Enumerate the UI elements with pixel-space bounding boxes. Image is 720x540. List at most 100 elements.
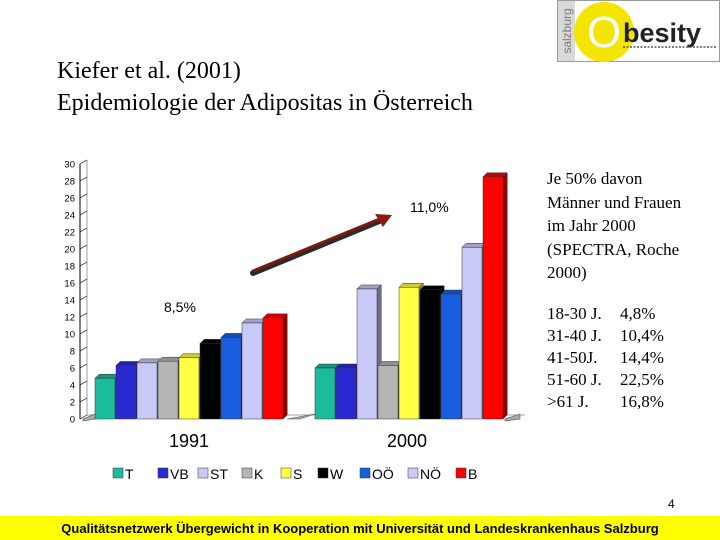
note-line-4: (SPECTRA, Roche xyxy=(547,238,717,262)
bar-top xyxy=(95,374,119,378)
bar-0-5 xyxy=(200,343,220,419)
y-tick-mark xyxy=(80,330,87,334)
note-line-5: 2000) xyxy=(547,261,717,285)
legend-swatch xyxy=(360,468,370,478)
legend-swatch xyxy=(456,468,466,478)
bar-top xyxy=(158,357,182,361)
footer-bar: Qualitätsnetzwerk Übergewicht in Koopera… xyxy=(0,516,720,540)
age-label: 51-60 J. xyxy=(547,369,620,391)
slide-title: Kiefer et al. (2001) Epidemiologie der A… xyxy=(57,55,473,119)
bar-1-1 xyxy=(336,368,356,419)
annotation-start: 8,5% xyxy=(164,299,196,315)
logo-salzburg-text: salzburg xyxy=(560,8,574,53)
bar-top xyxy=(399,283,423,287)
age-label: >61 J. xyxy=(547,391,620,413)
legend-label: T xyxy=(125,466,134,482)
bar-top xyxy=(242,319,266,323)
age-stats: 18-30 J. 4,8% 31-40 J. 10,4% 41-50J. 14,4% … xyxy=(547,303,664,413)
obesity-logo: salzburg O besity xyxy=(557,0,720,62)
annotation-end: 11,0% xyxy=(410,199,449,215)
y-tick-label: 12 xyxy=(64,313,75,324)
legend-label: W xyxy=(330,466,344,482)
y-tick-mark xyxy=(80,160,87,164)
legend-swatch xyxy=(113,468,123,478)
bar-1-0 xyxy=(315,368,335,419)
bar-top xyxy=(441,290,465,294)
bar-top xyxy=(137,359,161,363)
note-text: Je 50% davon Männer und Frauen im Jahr 2… xyxy=(547,167,717,285)
note-line-2: Männer und Frauen xyxy=(547,191,717,215)
y-tick-mark xyxy=(80,313,87,317)
age-label: 18-30 J. xyxy=(547,303,620,325)
bar-top xyxy=(336,364,360,368)
legend-label: NÖ xyxy=(420,465,441,482)
y-tick-mark xyxy=(80,398,87,402)
title-line-1: Kiefer et al. (2001) xyxy=(57,55,473,87)
age-label: 31-40 J. xyxy=(547,325,620,347)
bar-0-6 xyxy=(221,337,241,419)
age-value: 16,8% xyxy=(620,391,664,413)
bar-top xyxy=(221,333,245,337)
note-line-3: im Jahr 2000 xyxy=(547,214,717,238)
bar-top xyxy=(263,314,287,318)
bar-top xyxy=(420,286,444,290)
age-row: 18-30 J. 4,8% xyxy=(547,303,664,325)
age-value: 22,5% xyxy=(620,369,664,391)
legend-label: ST xyxy=(210,466,228,482)
legend-label: VB xyxy=(170,466,189,482)
age-row: 41-50J. 14,4% xyxy=(547,347,664,369)
bar-0-7 xyxy=(242,323,262,419)
bar-top xyxy=(200,339,224,343)
y-tick-mark xyxy=(80,296,87,300)
title-line-2: Epidemiologie der Adipositas in Österrei… xyxy=(57,87,473,119)
y-tick-label: 16 xyxy=(64,279,75,290)
y-tick-mark xyxy=(80,228,87,232)
y-tick-label: 4 xyxy=(70,381,75,392)
y-tick-label: 26 xyxy=(64,194,75,205)
trend-arrow-line xyxy=(253,218,382,271)
age-row: >61 J. 16,8% xyxy=(547,391,664,413)
bar-top xyxy=(315,364,339,368)
bar-0-1 xyxy=(116,365,136,419)
legend-swatch xyxy=(318,468,328,478)
y-tick-mark xyxy=(80,177,87,181)
bar-1-7 xyxy=(462,247,482,419)
bar-1-2 xyxy=(357,289,377,419)
bar-1-8 xyxy=(483,177,503,419)
y-tick-mark xyxy=(80,279,87,283)
age-row: 51-60 J. 22,5% xyxy=(547,369,664,391)
legend-swatch xyxy=(281,468,291,478)
age-row: 31-40 J. 10,4% xyxy=(547,325,664,347)
y-tick-label: 2 xyxy=(70,398,75,409)
bar-top xyxy=(357,285,381,289)
legend-swatch xyxy=(408,468,418,478)
logo-letter-o: O xyxy=(587,8,621,57)
bar-1-5 xyxy=(420,290,440,419)
bar-1-6 xyxy=(441,294,461,419)
y-tick-label: 18 xyxy=(64,262,75,273)
bar-side xyxy=(503,173,507,419)
legend-swatch xyxy=(158,468,168,478)
age-value: 10,4% xyxy=(620,325,664,347)
bar-1-4 xyxy=(399,287,419,419)
y-tick-mark xyxy=(80,364,87,368)
group-label: 1991 xyxy=(169,431,209,451)
age-value: 4,8% xyxy=(620,303,655,325)
bar-0-8 xyxy=(263,318,283,419)
bar-1-3 xyxy=(378,365,398,419)
age-value: 14,4% xyxy=(620,347,664,369)
age-label: 41-50J. xyxy=(547,347,620,369)
legend-swatch xyxy=(198,468,208,478)
page-number: 4 xyxy=(668,497,675,511)
y-tick-mark xyxy=(80,262,87,266)
obesity-bar-chart: 0246810121416182022242628308,5%11,0%1991… xyxy=(0,150,540,495)
bar-0-4 xyxy=(179,358,199,419)
y-tick-mark xyxy=(80,381,87,385)
y-tick-mark xyxy=(80,347,87,351)
logo-word: besity xyxy=(623,18,701,48)
y-tick-label: 22 xyxy=(64,228,75,239)
y-tick-label: 0 xyxy=(70,415,75,426)
bar-0-2 xyxy=(137,363,157,419)
y-tick-label: 30 xyxy=(64,160,75,171)
y-tick-label: 20 xyxy=(64,245,75,256)
